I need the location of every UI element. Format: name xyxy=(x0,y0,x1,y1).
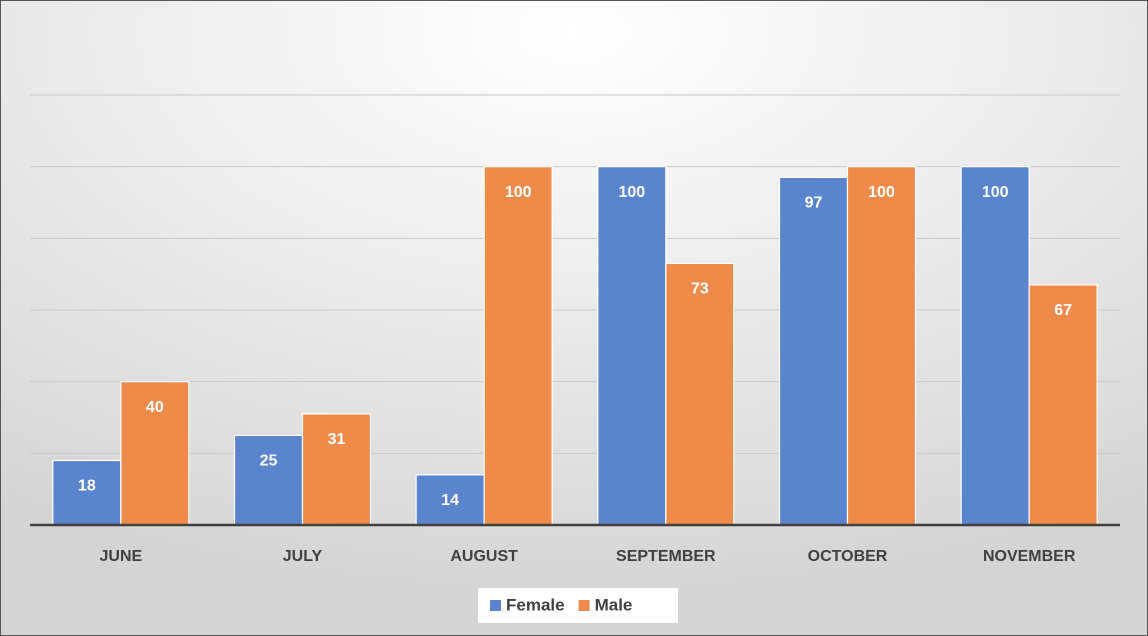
bar xyxy=(301,413,372,526)
legend: Female Male xyxy=(490,595,632,614)
data-label: 18 xyxy=(78,478,96,495)
bar xyxy=(415,474,485,526)
bar xyxy=(120,381,190,526)
x-tick-label: AUGUST xyxy=(450,548,518,565)
x-tick-label: JUNE xyxy=(99,548,142,565)
bar xyxy=(233,434,304,526)
x-tick-label: SEPTEMBER xyxy=(616,548,716,565)
legend-label: Female xyxy=(506,595,565,614)
data-label: 73 xyxy=(691,281,709,298)
bars xyxy=(52,166,1098,526)
grid xyxy=(30,94,1120,454)
x-tick-label: OCTOBER xyxy=(808,548,888,565)
bar xyxy=(597,166,667,526)
data-label: 40 xyxy=(146,399,164,416)
data-label: 14 xyxy=(441,492,459,509)
x-tick-label: NOVEMBER xyxy=(983,548,1076,565)
legend-swatch xyxy=(578,600,590,611)
data-label: 97 xyxy=(805,195,823,212)
bar xyxy=(960,166,1030,526)
data-label: 25 xyxy=(260,453,278,470)
bar xyxy=(846,166,917,526)
bar xyxy=(665,262,735,526)
data-label: 100 xyxy=(982,184,1009,201)
legend-swatch xyxy=(490,600,501,611)
data-label: 100 xyxy=(505,184,532,201)
legend-label: Male xyxy=(595,595,633,614)
x-tick-label: JULY xyxy=(283,548,323,565)
labels: JUNE 18 40 JULY 25 31 AUGUST 14 100 SEPTEMBER 100 7… xyxy=(78,184,1076,565)
bar xyxy=(483,166,553,526)
data-label: 100 xyxy=(868,184,895,201)
bar xyxy=(1028,284,1098,526)
legend-box xyxy=(478,588,678,623)
data-label: 31 xyxy=(328,431,346,448)
data-label: 100 xyxy=(618,184,645,201)
data-label: 67 xyxy=(1054,302,1072,319)
bar xyxy=(778,176,849,526)
